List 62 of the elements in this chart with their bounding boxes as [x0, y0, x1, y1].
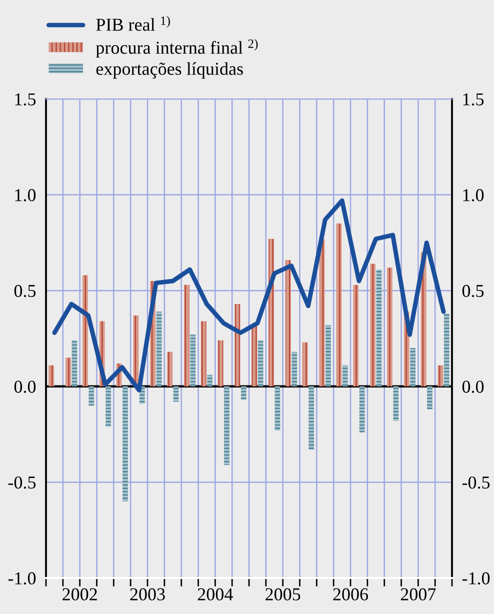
bar — [444, 314, 450, 386]
bar — [66, 358, 71, 386]
y-tick-label: 1.5 — [15, 93, 36, 106]
bar — [393, 386, 399, 421]
bar — [410, 348, 416, 386]
y-tick-label: 1.0 — [15, 189, 36, 202]
bar — [292, 352, 298, 386]
bar — [218, 340, 224, 386]
x-tick-label: 2007 — [400, 588, 436, 600]
bar — [370, 264, 376, 386]
legend-label: PIB real $^{1)}$ — [96, 16, 170, 31]
bar — [285, 260, 291, 386]
bar — [302, 342, 308, 386]
bar — [268, 238, 274, 386]
y2-tick-label: 1.5 — [463, 93, 484, 106]
y-tick-label: 0.5 — [14, 284, 36, 298]
bar — [258, 340, 264, 386]
y-tick-label: -0.5 — [8, 476, 36, 489]
x-tick-label: 2006 — [333, 588, 368, 600]
bar — [88, 386, 94, 406]
bar — [427, 386, 432, 410]
bar — [207, 374, 213, 386]
bar — [234, 304, 240, 386]
y2-tick-label: 0.5 — [462, 284, 484, 298]
bar — [308, 386, 314, 450]
bar — [274, 386, 280, 430]
bar — [167, 352, 172, 386]
bar — [336, 224, 342, 386]
bar — [342, 365, 348, 386]
bar — [173, 386, 179, 402]
x-tick-label: 2005 — [266, 588, 300, 600]
x-tick-label: 2004 — [198, 588, 233, 600]
bar — [106, 386, 112, 427]
bar — [190, 334, 196, 386]
bar — [353, 284, 359, 386]
y2-tick-label: 0.0 — [462, 380, 484, 393]
bar — [359, 386, 365, 432]
line-series — [52, 198, 446, 392]
bar — [156, 312, 162, 386]
bar — [184, 284, 190, 386]
y-tick-label: 0.0 — [14, 380, 36, 393]
bar — [133, 316, 139, 386]
bar — [438, 365, 444, 386]
bar — [326, 325, 331, 386]
legend-label: procura interna final $^{2)}$ — [96, 39, 258, 58]
bar — [122, 386, 128, 502]
bar — [252, 325, 258, 386]
legend-label: exportações líquidas — [96, 62, 243, 79]
bar — [386, 268, 392, 386]
x-tick-label: 2003 — [130, 588, 165, 600]
bar — [240, 386, 246, 400]
y2-tick-label: -0.5 — [462, 476, 490, 489]
y2-tick-label: -1.0 — [462, 572, 490, 585]
y-tick-label: -1.0 — [8, 572, 36, 585]
y2-tick-label: 1.0 — [463, 189, 484, 202]
x-tick-label: 2002 — [62, 588, 97, 600]
bar — [48, 365, 54, 386]
bar — [72, 340, 78, 386]
bar — [376, 270, 382, 386]
bar — [200, 321, 206, 386]
bar — [224, 386, 230, 465]
bar — [82, 275, 88, 386]
